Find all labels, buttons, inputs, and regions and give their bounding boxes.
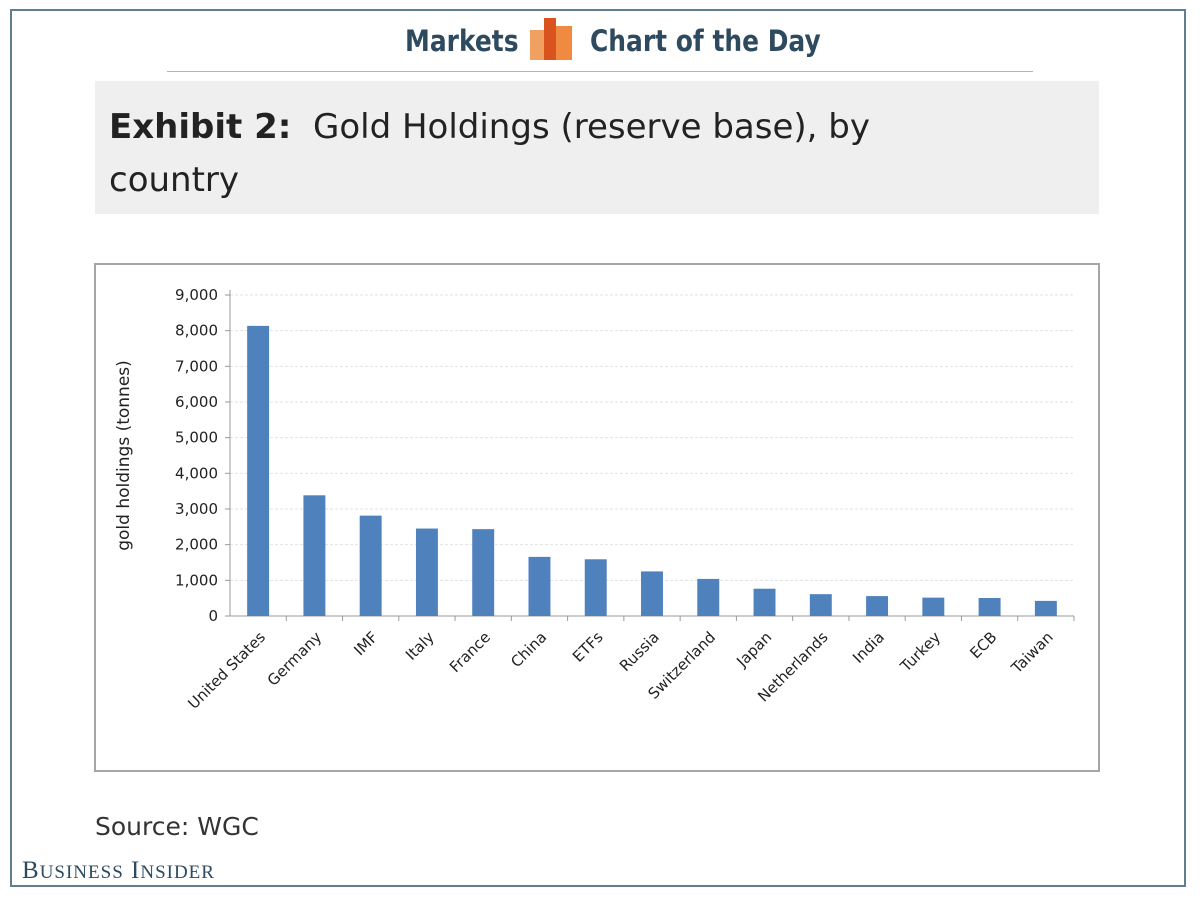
y-tick-label: 2,000 xyxy=(175,536,218,554)
y-tick-label: 5,000 xyxy=(175,429,218,447)
x-tick-label: India xyxy=(849,628,888,667)
x-tick-label: ETFs xyxy=(569,628,607,666)
bar xyxy=(528,556,551,616)
header: Markets Chart of the Day xyxy=(0,14,1200,64)
bar xyxy=(866,596,889,616)
y-tick-label: 1,000 xyxy=(175,571,218,589)
x-tick-label: ECB xyxy=(966,628,1000,662)
bar xyxy=(1034,600,1057,616)
x-tick-label: Russia xyxy=(616,628,663,675)
bar xyxy=(472,529,495,616)
y-axis-label: gold holdings (tonnes) xyxy=(114,360,134,551)
business-insider-wordmark: BUSINESS INSIDER xyxy=(22,857,215,885)
y-tick-label: 7,000 xyxy=(175,357,218,375)
bar-chart: 0 1,000 2,000 3,000 4,000 5,000 6,000 7,000 8,00… xyxy=(114,286,1075,713)
exhibit-title-box: Exhibit 2: Gold Holdings (reserve base),… xyxy=(95,81,1099,214)
bar xyxy=(809,594,832,616)
bar xyxy=(303,495,326,616)
y-tick-label: 3,000 xyxy=(175,500,218,518)
header-chart-of-the-day-text: Chart of the Day xyxy=(590,24,821,58)
y-tick-label: 6,000 xyxy=(175,393,218,411)
brand-initial-b: B xyxy=(22,857,40,884)
x-tick-label: Germany xyxy=(264,628,326,690)
y-tick-label: 4,000 xyxy=(175,464,218,482)
bar-chart-logo-icon xyxy=(530,18,572,60)
bar xyxy=(359,515,382,616)
header-divider xyxy=(167,71,1033,72)
x-tick-label: IMF xyxy=(350,628,381,659)
bar xyxy=(415,528,438,616)
header-markets-text: Markets xyxy=(405,24,519,58)
y-tick-label: 0 xyxy=(208,607,218,625)
bar xyxy=(247,325,270,616)
y-tick-label: 9,000 xyxy=(175,286,218,304)
bar xyxy=(641,571,663,616)
exhibit-title: Exhibit 2: Gold Holdings (reserve base),… xyxy=(109,101,989,207)
bar xyxy=(922,597,945,616)
x-tick-label: China xyxy=(507,628,550,671)
bar xyxy=(978,597,1001,616)
x-tick-label: Taiwan xyxy=(1007,628,1057,678)
brand-rest-usiness: USINESS xyxy=(39,862,124,883)
bar xyxy=(584,559,607,616)
brand-initial-i: I xyxy=(131,857,141,884)
y-tick-label: 8,000 xyxy=(175,322,218,340)
x-tick-label: United States xyxy=(184,628,269,713)
x-tick-label: Japan xyxy=(732,628,775,671)
outer-frame xyxy=(10,9,1186,887)
x-tick-label: Turkey xyxy=(896,628,944,676)
bar xyxy=(697,578,720,616)
brand-rest-nsider: NSIDER xyxy=(140,862,215,883)
exhibit-label: Exhibit 2: xyxy=(109,107,292,147)
chart-container: 0 1,000 2,000 3,000 4,000 5,000 6,000 7,000 8,00… xyxy=(94,263,1100,772)
x-tick-label: France xyxy=(446,628,494,676)
exhibit-title-text: Gold Holdings (reserve base), by country xyxy=(109,107,870,200)
bar xyxy=(753,588,776,616)
source-note: Source: WGC xyxy=(95,812,259,841)
x-tick-label: Italy xyxy=(402,628,438,664)
